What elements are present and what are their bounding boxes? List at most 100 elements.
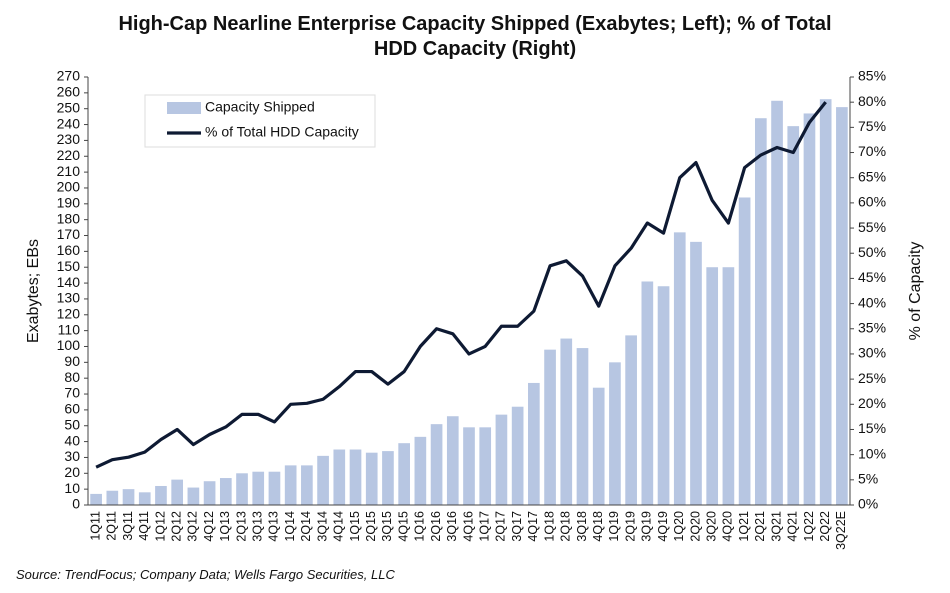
y-tick-label: 260 bbox=[57, 84, 81, 100]
bar bbox=[382, 451, 394, 505]
bar bbox=[836, 107, 848, 505]
bar bbox=[252, 471, 265, 505]
bar bbox=[219, 478, 232, 505]
y-tick-label: 180 bbox=[57, 210, 81, 226]
bar bbox=[479, 427, 492, 505]
y-tick-label: 80 bbox=[64, 369, 80, 385]
bar bbox=[333, 449, 346, 505]
y-tick-label: 170 bbox=[57, 226, 81, 242]
x-tick-label: 3Q17 bbox=[510, 511, 524, 542]
y2-tick-label: 80% bbox=[858, 93, 886, 109]
bar bbox=[657, 286, 670, 505]
bar bbox=[317, 455, 329, 505]
bar bbox=[771, 100, 783, 506]
x-tick-label: 3Q11 bbox=[121, 511, 135, 541]
x-tick-label: 3Q22E bbox=[834, 511, 848, 550]
bar bbox=[803, 113, 816, 505]
x-tick-label: 2Q13 bbox=[234, 511, 248, 542]
bar bbox=[90, 493, 102, 505]
bar bbox=[268, 471, 281, 505]
y-tick-label: 90 bbox=[64, 353, 80, 369]
x-tick-label: 3Q13 bbox=[251, 511, 265, 542]
x-tick-label: 4Q20 bbox=[721, 511, 735, 542]
y2-tick-label: 35% bbox=[858, 319, 886, 335]
x-tick-label: 4Q18 bbox=[591, 511, 605, 542]
x-tick-label: 3Q15 bbox=[380, 511, 394, 542]
y2-tick-label: 0% bbox=[858, 496, 878, 512]
y-tick-label: 210 bbox=[57, 163, 81, 179]
bar bbox=[187, 487, 200, 505]
legend-swatch bbox=[167, 102, 201, 114]
x-tick-label: 4Q15 bbox=[396, 511, 410, 542]
y-tick-label: 250 bbox=[57, 99, 81, 115]
bar bbox=[203, 481, 216, 505]
x-tick-label: 2Q20 bbox=[688, 511, 702, 542]
legend-label: Capacity Shipped bbox=[205, 99, 315, 115]
x-tick-label: 4Q14 bbox=[332, 511, 346, 542]
y2-tick-label: 15% bbox=[858, 420, 886, 436]
y-tick-label: 60 bbox=[64, 401, 80, 417]
y2-tick-label: 25% bbox=[858, 370, 886, 386]
bar bbox=[609, 362, 621, 505]
y2-tick-label: 50% bbox=[858, 244, 886, 260]
bar bbox=[349, 449, 362, 505]
x-tick-label: 4Q11 bbox=[137, 511, 151, 541]
y-axis-title: Exabytes; EBs bbox=[25, 239, 42, 343]
y-tick-label: 70 bbox=[64, 385, 80, 401]
x-tick-label: 3Q18 bbox=[575, 511, 589, 542]
x-tick-label: 1Q20 bbox=[672, 511, 686, 542]
bar bbox=[284, 465, 297, 505]
y2-tick-label: 55% bbox=[858, 219, 886, 235]
bar bbox=[819, 99, 832, 505]
bar bbox=[398, 443, 410, 505]
bar bbox=[495, 414, 508, 505]
x-tick-label: 1Q21 bbox=[737, 511, 751, 542]
y-tick-label: 40 bbox=[64, 432, 80, 448]
y2-tick-label: 20% bbox=[858, 395, 886, 411]
x-tick-label: 3Q21 bbox=[769, 511, 783, 542]
y2-tick-label: 75% bbox=[858, 118, 886, 134]
y2-tick-label: 70% bbox=[858, 143, 886, 159]
x-tick-label: 2Q22 bbox=[818, 511, 832, 542]
bar bbox=[236, 473, 248, 505]
y-tick-label: 200 bbox=[57, 179, 81, 195]
x-tick-label: 3Q19 bbox=[640, 511, 654, 542]
bar bbox=[706, 267, 719, 505]
x-tick-label: 2Q19 bbox=[623, 511, 637, 542]
y-tick-label: 100 bbox=[57, 337, 81, 353]
x-tick-label: 2Q17 bbox=[494, 511, 508, 542]
y2-tick-label: 30% bbox=[858, 345, 886, 361]
bar bbox=[414, 436, 427, 505]
bar bbox=[641, 281, 654, 505]
x-tick-label: 2Q18 bbox=[559, 511, 573, 542]
x-tick-label: 1Q14 bbox=[283, 511, 297, 542]
x-tick-label: 1Q15 bbox=[348, 511, 362, 542]
bar bbox=[106, 490, 119, 505]
y-tick-label: 30 bbox=[64, 448, 80, 464]
x-tick-label: 1Q19 bbox=[607, 511, 621, 542]
y-tick-label: 20 bbox=[64, 464, 80, 480]
y-tick-label: 240 bbox=[57, 115, 81, 131]
bar bbox=[592, 387, 605, 505]
bar bbox=[301, 465, 313, 505]
x-tick-label: 1Q18 bbox=[542, 511, 556, 542]
x-tick-label: 1Q12 bbox=[153, 511, 167, 542]
bar bbox=[673, 232, 686, 505]
x-tick-label: 1Q22 bbox=[802, 511, 816, 542]
y2-tick-label: 40% bbox=[858, 294, 886, 310]
source-note: Source: TrendFocus; Company Data; Wells … bbox=[16, 567, 395, 582]
y-tick-label: 190 bbox=[57, 195, 81, 211]
bar bbox=[446, 416, 459, 505]
y2-tick-label: 65% bbox=[858, 168, 886, 184]
y2-tick-label: 10% bbox=[858, 445, 886, 461]
x-tick-label: 4Q12 bbox=[202, 511, 216, 542]
y-tick-label: 120 bbox=[57, 305, 81, 321]
x-tick-label: 1Q17 bbox=[478, 511, 492, 542]
y-tick-label: 50 bbox=[64, 416, 80, 432]
x-tick-label: 2Q21 bbox=[753, 511, 767, 542]
chart-title: High-Cap Nearline Enterprise Capacity Sh… bbox=[118, 13, 832, 60]
x-tick-label: 3Q20 bbox=[704, 511, 718, 542]
x-tick-label: 2Q11 bbox=[105, 511, 119, 541]
bar bbox=[738, 197, 751, 506]
